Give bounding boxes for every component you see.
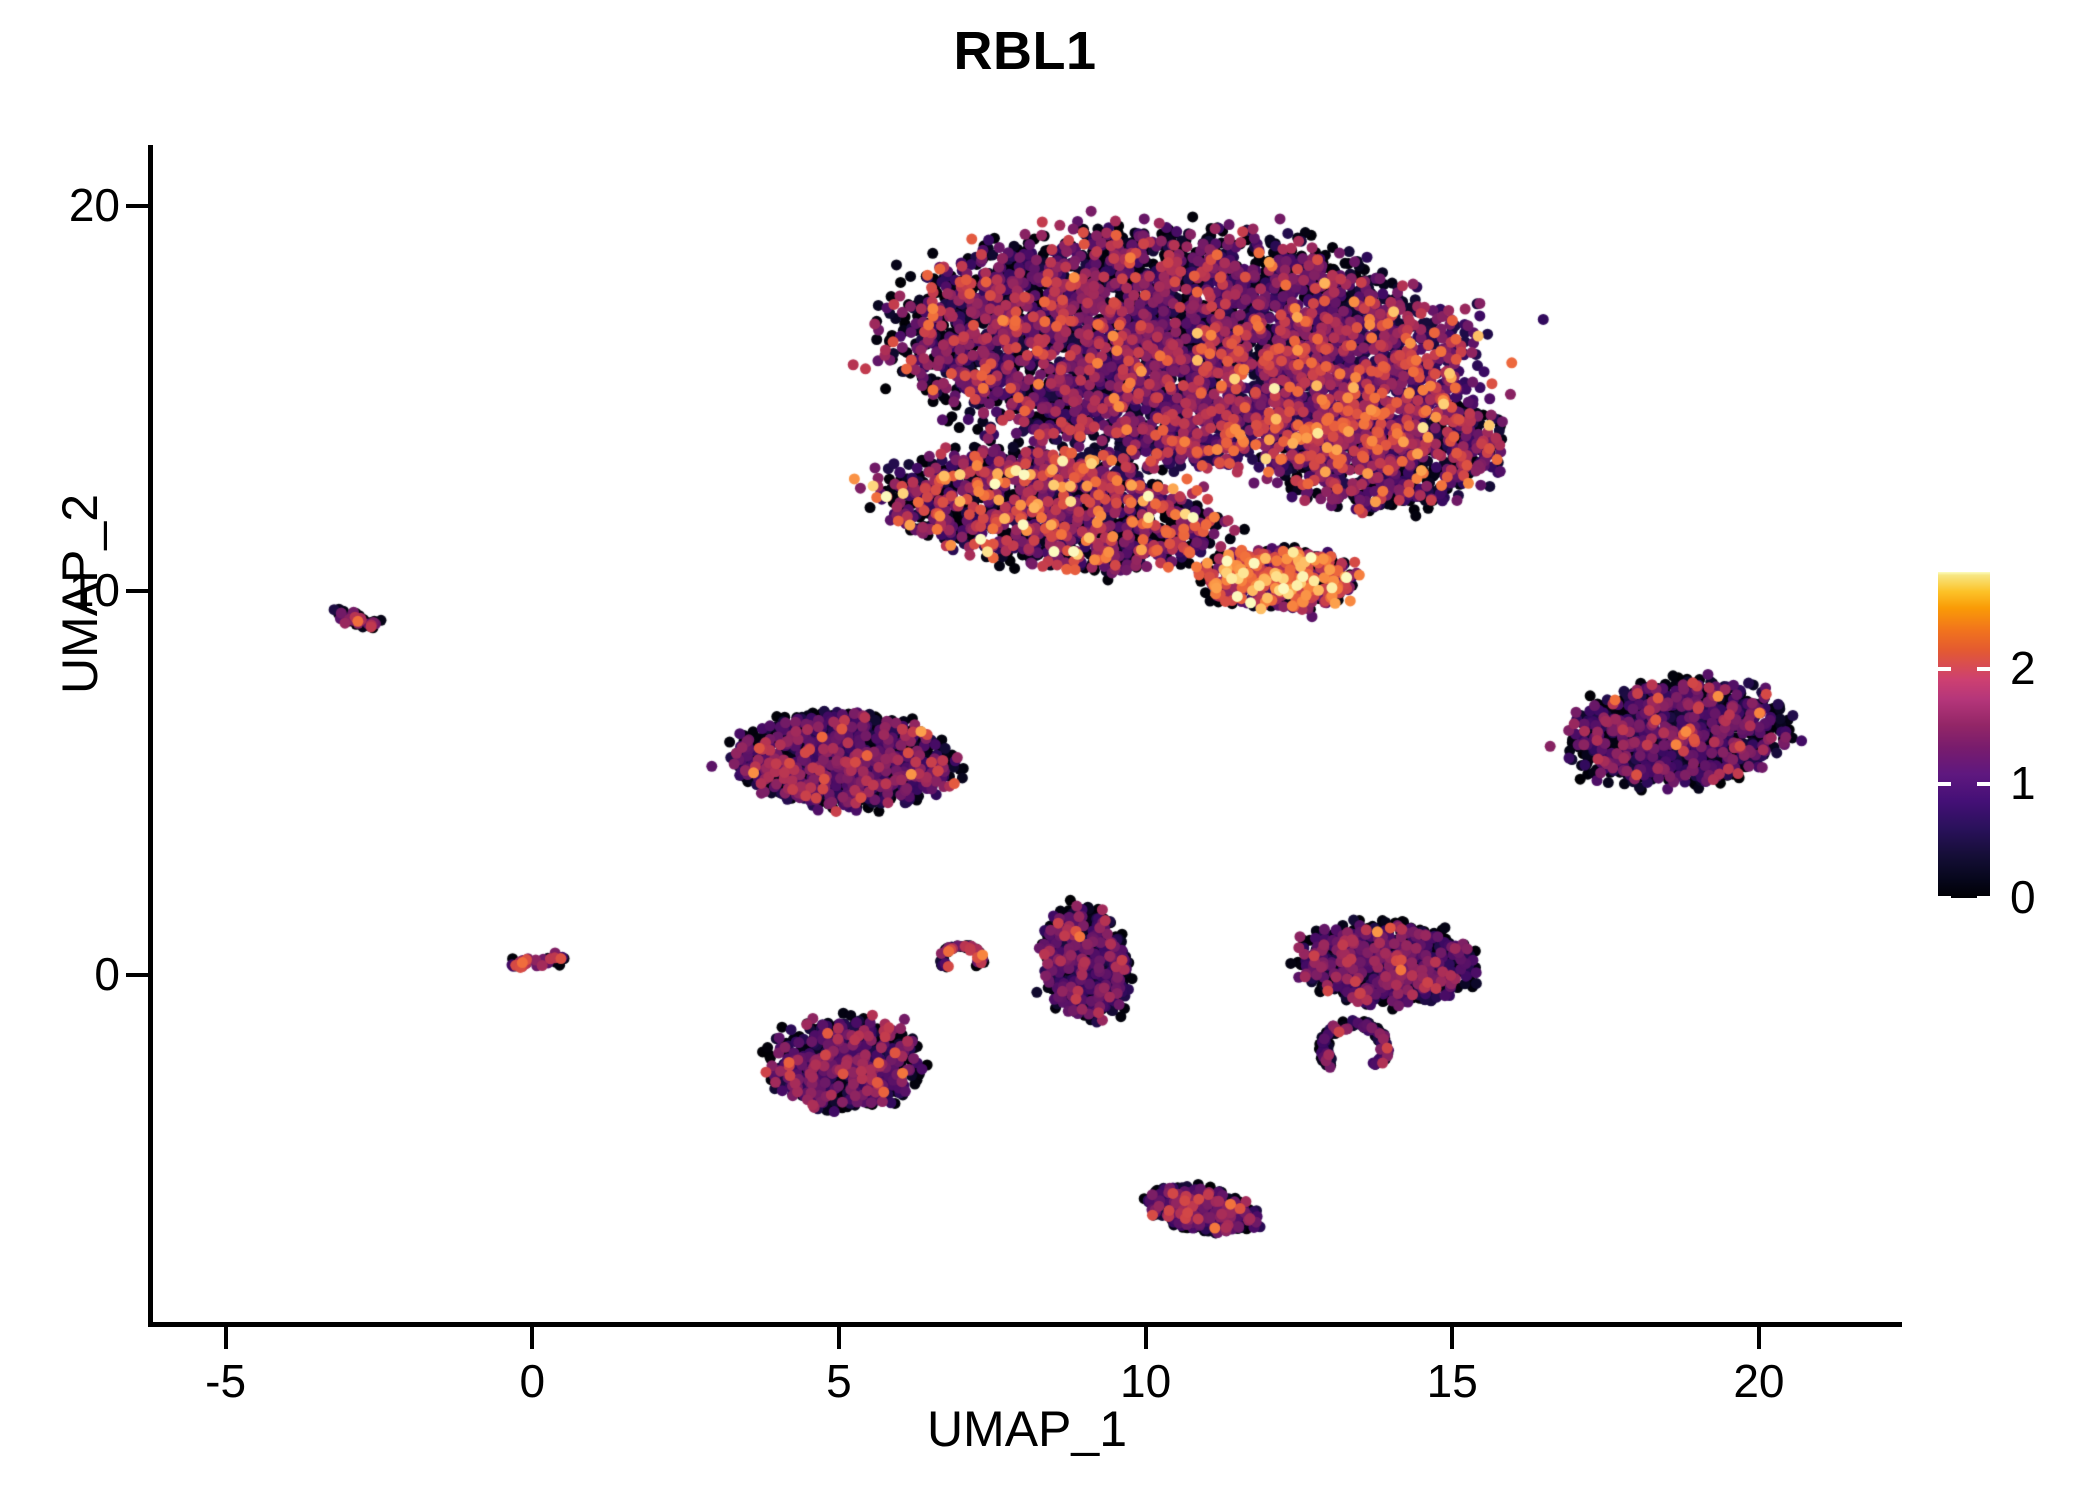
colorbar-label-2: 2 [2010, 642, 2036, 695]
colorbar-label-1: 1 [2010, 756, 2036, 809]
x-tick-label-15: 15 [1426, 1355, 1478, 1407]
colorbar-tick-left-2 [1938, 667, 1951, 672]
scatter-plot-canvas [152, 145, 1900, 1325]
page-title: RBL1 [953, 21, 1097, 81]
x-tick-mark-15 [1450, 1327, 1455, 1349]
x-axis-line [148, 1322, 1902, 1327]
x-tick-label-20: 20 [1733, 1355, 1785, 1407]
x-tick-mark-20 [1756, 1327, 1761, 1349]
y-tick-mark-0 [126, 973, 148, 978]
y-tick-mark-20 [126, 204, 148, 209]
x-tick-label-5: 5 [826, 1355, 852, 1407]
y-tick-label-10: 10 [68, 563, 120, 616]
colorbar-tick-right-0 [1977, 896, 1990, 900]
y-tick-label-20: 20 [68, 179, 120, 232]
colorbar-gradient [1938, 572, 1990, 898]
colorbar-tick-right-1 [1977, 781, 1990, 786]
plot-panel [152, 145, 1900, 1325]
x-tick-mark-0 [530, 1327, 535, 1349]
y-axis-line [148, 145, 153, 1327]
y-tick-mark-10 [126, 588, 148, 593]
x-tick-label-10: 10 [1120, 1355, 1172, 1407]
colorbar-tick-left-1 [1938, 781, 1951, 786]
colorbar-tick-right-2 [1977, 667, 1990, 672]
x-tick-mark-10 [1143, 1327, 1148, 1349]
x-axis-title: UMAP_1 [926, 1401, 1128, 1457]
colorbar-tick-left-0 [1938, 896, 1951, 900]
x-tick-label-0: 0 [519, 1355, 546, 1407]
y-tick-label-0: 0 [94, 948, 120, 1001]
x-tick-label--5: -5 [205, 1355, 247, 1407]
color-legend: 2 1 0 [1938, 572, 2098, 920]
x-tick-mark-5 [836, 1327, 841, 1349]
colorbar-label-0: 0 [2010, 871, 2036, 923]
x-tick-mark--5 [223, 1327, 228, 1349]
